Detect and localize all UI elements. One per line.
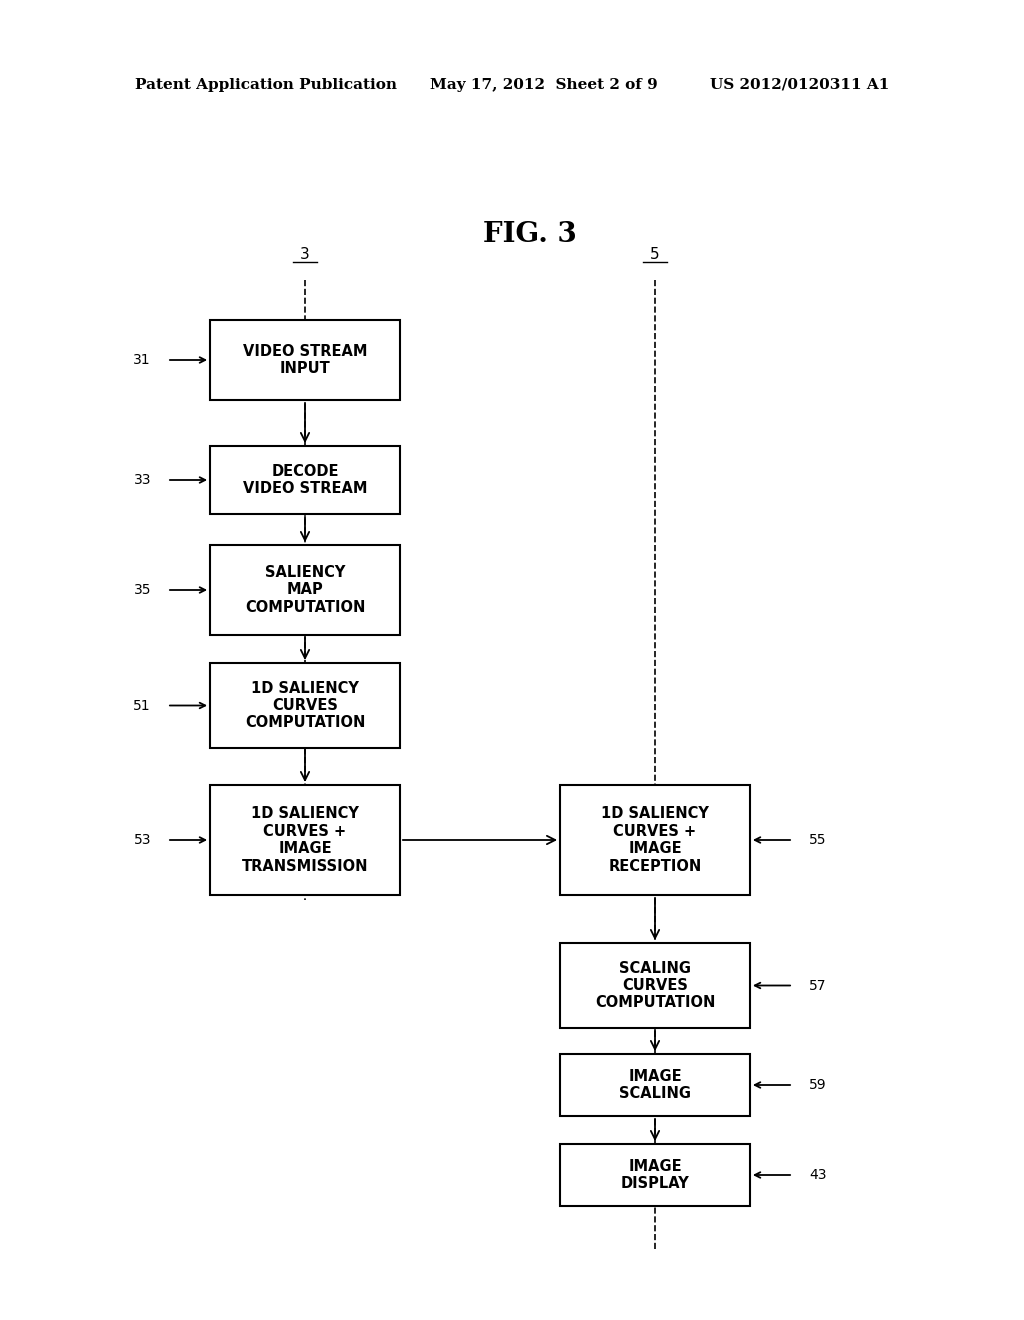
Text: Patent Application Publication: Patent Application Publication <box>135 78 397 92</box>
Bar <box>560 1144 750 1206</box>
Text: 31: 31 <box>133 352 151 367</box>
Text: FIG. 3: FIG. 3 <box>483 222 577 248</box>
Bar <box>210 446 400 513</box>
Text: 1D SALIENCY
CURVES +
IMAGE
TRANSMISSION: 1D SALIENCY CURVES + IMAGE TRANSMISSION <box>242 807 369 874</box>
Text: 35: 35 <box>133 583 151 597</box>
Bar <box>560 1053 750 1115</box>
Text: VIDEO STREAM
INPUT: VIDEO STREAM INPUT <box>243 343 368 376</box>
Text: 1D SALIENCY
CURVES +
IMAGE
RECEPTION: 1D SALIENCY CURVES + IMAGE RECEPTION <box>601 807 709 874</box>
Bar <box>210 319 400 400</box>
Text: DECODE
VIDEO STREAM: DECODE VIDEO STREAM <box>243 463 368 496</box>
Bar <box>210 785 400 895</box>
Text: SCALING
CURVES
COMPUTATION: SCALING CURVES COMPUTATION <box>595 961 715 1010</box>
Text: 3: 3 <box>300 247 310 261</box>
Text: May 17, 2012  Sheet 2 of 9: May 17, 2012 Sheet 2 of 9 <box>430 78 657 92</box>
Text: 55: 55 <box>809 833 826 847</box>
Bar <box>210 545 400 635</box>
Text: IMAGE
SCALING: IMAGE SCALING <box>618 1069 691 1101</box>
Bar <box>560 942 750 1028</box>
Text: SALIENCY
MAP
COMPUTATION: SALIENCY MAP COMPUTATION <box>245 565 366 615</box>
Text: IMAGE
DISPLAY: IMAGE DISPLAY <box>621 1159 689 1191</box>
Text: 33: 33 <box>133 473 151 487</box>
Text: 57: 57 <box>809 978 826 993</box>
Text: 5: 5 <box>650 247 659 261</box>
Text: US 2012/0120311 A1: US 2012/0120311 A1 <box>710 78 890 92</box>
Text: 53: 53 <box>133 833 151 847</box>
Bar <box>560 785 750 895</box>
Text: 43: 43 <box>809 1168 826 1181</box>
Text: 1D SALIENCY
CURVES
COMPUTATION: 1D SALIENCY CURVES COMPUTATION <box>245 681 366 730</box>
Text: 59: 59 <box>809 1078 826 1092</box>
Text: 51: 51 <box>133 698 151 713</box>
Bar <box>210 663 400 748</box>
